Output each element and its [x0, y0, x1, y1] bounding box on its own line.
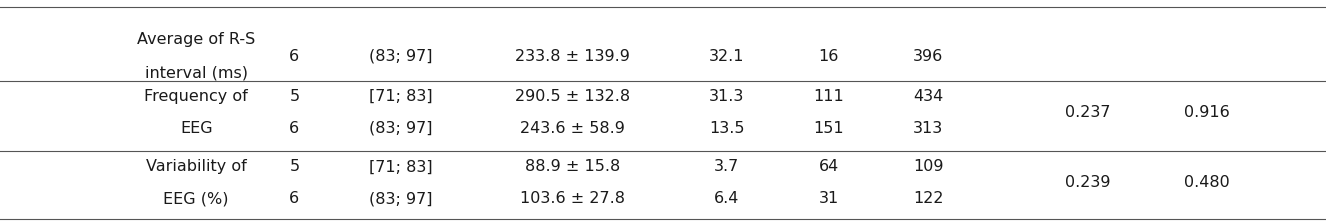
Text: 313: 313	[914, 121, 943, 136]
Text: 88.9 ± 15.8: 88.9 ± 15.8	[525, 159, 621, 174]
Text: 0.916: 0.916	[1184, 105, 1229, 120]
Text: 151: 151	[813, 121, 845, 136]
Text: Frequency of: Frequency of	[145, 89, 248, 104]
Text: 0.237: 0.237	[1065, 105, 1110, 120]
Text: (83; 97]: (83; 97]	[369, 191, 432, 206]
Text: EEG: EEG	[180, 121, 212, 136]
Text: 5: 5	[289, 89, 300, 104]
Text: 0.480: 0.480	[1184, 175, 1229, 190]
Text: 31: 31	[818, 191, 839, 206]
Text: (83; 97]: (83; 97]	[369, 49, 432, 64]
Text: 6.4: 6.4	[713, 191, 740, 206]
Text: 3.7: 3.7	[713, 159, 740, 174]
Text: 31.3: 31.3	[709, 89, 744, 104]
Text: 6: 6	[289, 121, 300, 136]
Text: 434: 434	[914, 89, 943, 104]
Text: Variability of: Variability of	[146, 159, 247, 174]
Text: 6: 6	[289, 49, 300, 64]
Text: 6: 6	[289, 191, 300, 206]
Text: Average of R-S: Average of R-S	[137, 32, 256, 47]
Text: 13.5: 13.5	[709, 121, 744, 136]
Text: 5: 5	[289, 159, 300, 174]
Text: [71; 83]: [71; 83]	[369, 159, 432, 174]
Text: (83; 97]: (83; 97]	[369, 121, 432, 136]
Text: [71; 83]: [71; 83]	[369, 89, 432, 104]
Text: 243.6 ± 58.9: 243.6 ± 58.9	[520, 121, 626, 136]
Text: 290.5 ± 132.8: 290.5 ± 132.8	[516, 89, 630, 104]
Text: 0.239: 0.239	[1065, 175, 1110, 190]
Text: 32.1: 32.1	[709, 49, 744, 64]
Text: 103.6 ± 27.8: 103.6 ± 27.8	[520, 191, 626, 206]
Text: 109: 109	[912, 159, 944, 174]
Text: 233.8 ± 139.9: 233.8 ± 139.9	[516, 49, 630, 64]
Text: 16: 16	[818, 49, 839, 64]
Text: interval (ms): interval (ms)	[145, 65, 248, 80]
Text: 111: 111	[813, 89, 845, 104]
Text: 64: 64	[818, 159, 839, 174]
Text: 396: 396	[914, 49, 943, 64]
Text: 122: 122	[912, 191, 944, 206]
Text: EEG (%): EEG (%)	[163, 191, 229, 206]
